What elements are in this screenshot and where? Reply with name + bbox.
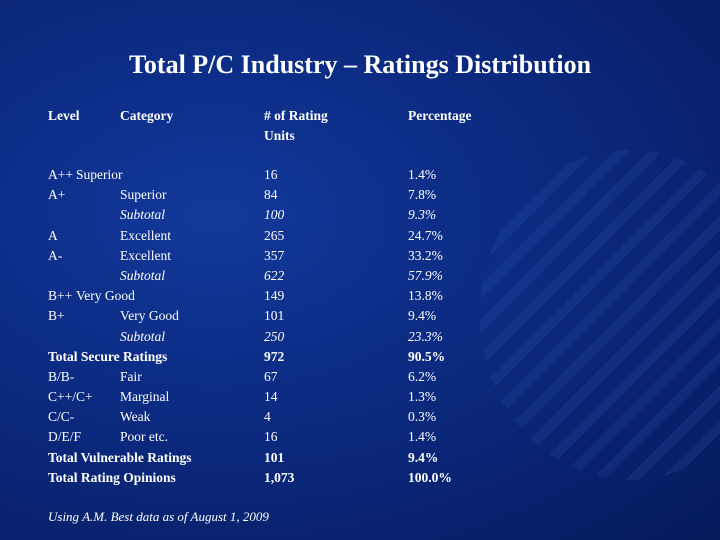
ratings-table: A++ Superior 16 1.4% A+ Superior 84 7.8%… (0, 165, 720, 488)
row-category: Excellent (120, 247, 171, 263)
row-units: 67 (264, 368, 278, 384)
row-units: 357 (264, 247, 285, 263)
row-units: 100 (264, 207, 285, 223)
row-level: C/C- (48, 409, 75, 425)
row-units: 16 (264, 167, 278, 182)
row-category: Superior (120, 187, 167, 203)
table-row: C++/C+ Marginal 14 1.3% (0, 387, 720, 407)
row-level: B+ (48, 308, 65, 324)
header-level: Level (48, 108, 80, 123)
row-percentage: 6.2% (408, 368, 437, 384)
row-percentage: 24.7% (408, 227, 443, 243)
row-level: A++ (48, 167, 73, 182)
row-category: Subtotal (120, 267, 166, 283)
table-row: D/E/F Poor etc. 16 1.4% (0, 427, 720, 447)
row-units: 14 (264, 389, 278, 405)
table-row: A+ Superior 84 7.8% (0, 185, 720, 205)
row-units: 101 (264, 308, 285, 324)
slide-title: Total P/C Industry – Ratings Distributio… (128, 50, 592, 79)
row-percentage: 23.3% (408, 328, 443, 344)
row-percentage: 100.0% (408, 469, 452, 485)
header-percentage: Percentage (408, 108, 472, 123)
header-units-line2: Units (264, 128, 295, 143)
row-category: Superior (76, 167, 123, 182)
row-category: Very Good (120, 308, 179, 324)
row-percentage: 9.3% (408, 207, 437, 223)
row-percentage: 13.8% (408, 288, 443, 304)
row-percentage: 0.3% (408, 409, 437, 425)
total-row: Total Secure Ratings 972 90.5% (0, 347, 720, 367)
header-category: Category (120, 108, 174, 123)
source-footnote: Using A.M. Best data as of August 1, 200… (48, 509, 269, 524)
row-level: B++ (48, 288, 73, 304)
row-percentage: 1.4% (408, 429, 437, 445)
row-units: 250 (264, 328, 285, 344)
row-units: 972 (264, 348, 285, 364)
row-category: Very Good (76, 288, 135, 304)
row-percentage: 57.9% (408, 267, 443, 283)
row-percentage: 9.4% (408, 449, 439, 465)
table-row: B++ Very Good 149 13.8% (0, 286, 720, 306)
row-category: Fair (120, 368, 142, 384)
row-units: 4 (264, 409, 271, 425)
table-row: C/C- Weak 4 0.3% (0, 407, 720, 427)
header-units: # of Rating Units (264, 106, 328, 146)
row-units: 265 (264, 227, 285, 243)
row-category: Marginal (120, 389, 170, 405)
row-percentage: 33.2% (408, 247, 443, 263)
total-row: Total Rating Opinions 1,073 100.0% (0, 468, 720, 488)
row-level: D/E/F (48, 429, 82, 445)
row-percentage: 9.4% (408, 308, 437, 324)
table-row: B/B- Fair 67 6.2% (0, 367, 720, 387)
subtotal-row: Subtotal 250 23.3% (0, 327, 720, 347)
row-units: 16 (264, 429, 278, 445)
row-category: Subtotal (120, 328, 166, 344)
row-percentage: 1.4% (408, 167, 437, 182)
table-row: B+ Very Good 101 9.4% (0, 306, 720, 326)
row-category: Subtotal (120, 207, 166, 223)
table-row: A Excellent 265 24.7% (0, 226, 720, 246)
row-units: 1,073 (264, 469, 295, 485)
row-level: C++/C+ (48, 389, 93, 405)
header-units-line1: # of Rating (264, 108, 328, 123)
subtotal-row: Subtotal 100 9.3% (0, 205, 720, 225)
row-level: Total Rating Opinions (48, 469, 176, 485)
row-percentage: 90.5% (408, 348, 446, 364)
row-level: A (48, 227, 58, 243)
table-row: A++ Superior 16 1.4% (0, 165, 720, 185)
row-level: B/B- (48, 368, 75, 384)
row-level: Total Secure Ratings (48, 348, 168, 364)
row-units: 149 (264, 288, 285, 304)
row-category: Poor etc. (120, 429, 168, 445)
row-percentage: 1.3% (408, 389, 437, 405)
row-units: 84 (264, 187, 278, 203)
row-category: Excellent (120, 227, 171, 243)
row-category: Weak (120, 409, 151, 425)
row-level: A+ (48, 187, 66, 203)
row-percentage: 7.8% (408, 187, 437, 203)
background-decoration (480, 150, 720, 480)
row-level: Total Vulnerable Ratings (48, 449, 192, 465)
table-row: A- Excellent 357 33.2% (0, 246, 720, 266)
row-units: 101 (264, 449, 285, 465)
subtotal-row: Subtotal 622 57.9% (0, 266, 720, 286)
row-level: A- (48, 247, 63, 263)
row-units: 622 (264, 267, 285, 283)
total-row: Total Vulnerable Ratings 101 9.4% (0, 448, 720, 468)
